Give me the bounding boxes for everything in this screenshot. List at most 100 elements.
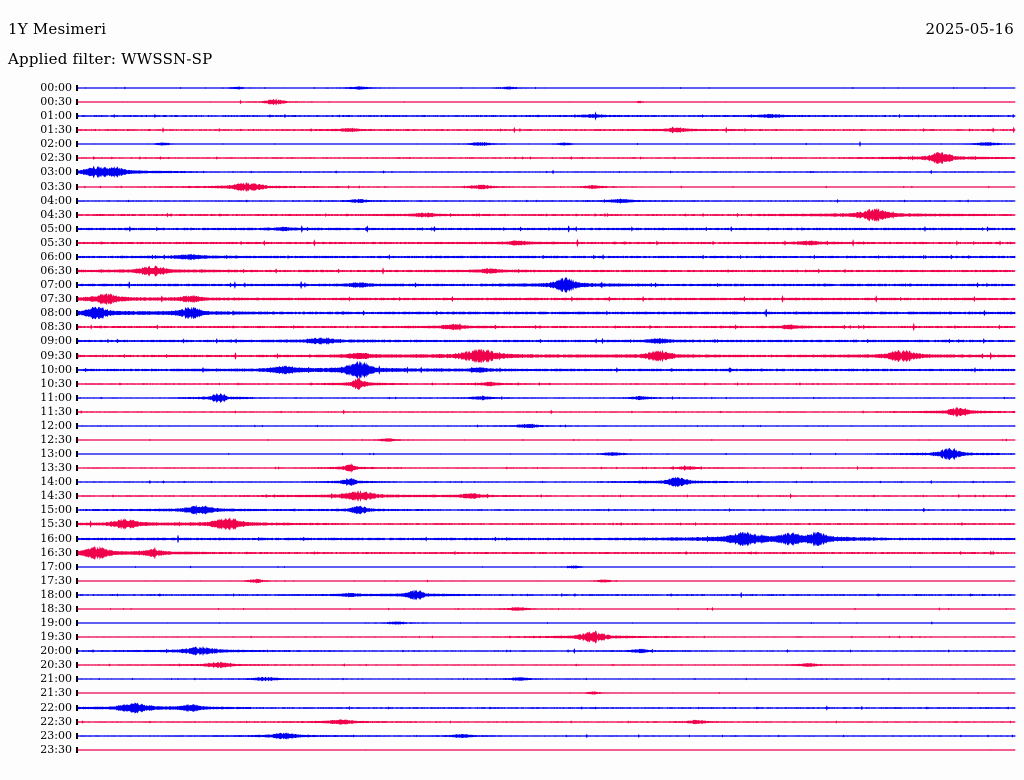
waveform-svg xyxy=(77,438,1016,442)
trace-row: 15:00 xyxy=(0,503,1024,517)
waveform-svg xyxy=(77,348,1016,363)
trace-time-label: 18:30 xyxy=(40,601,72,615)
trace-row: 01:30 xyxy=(0,123,1024,137)
trace-row: 16:30 xyxy=(0,546,1024,560)
waveform-svg xyxy=(77,530,1016,547)
waveform-svg xyxy=(77,181,1016,192)
trace-row: 08:30 xyxy=(0,320,1024,334)
waveform-svg xyxy=(77,565,1016,569)
trace-time-label: 05:30 xyxy=(40,235,72,249)
trace-time-label: 00:30 xyxy=(40,95,72,109)
trace-time-label: 10:30 xyxy=(40,376,72,390)
trace-waveform xyxy=(77,652,1016,678)
row-tick-mark xyxy=(76,225,78,232)
trace-time-label: 23:00 xyxy=(40,728,72,742)
trace-row: 21:00 xyxy=(0,672,1024,686)
trace-time-label: 19:30 xyxy=(40,630,72,644)
row-tick-mark xyxy=(76,507,78,514)
trace-row: 14:30 xyxy=(0,489,1024,503)
waveform-svg xyxy=(77,732,1016,740)
waveform-svg xyxy=(77,141,1016,148)
trace-row: 18:00 xyxy=(0,588,1024,602)
row-tick-mark xyxy=(76,662,78,669)
trace-row: 17:00 xyxy=(0,560,1024,574)
trace-time-label: 15:00 xyxy=(40,503,72,517)
trace-time-label: 03:30 xyxy=(40,179,72,193)
trace-time-label: 11:30 xyxy=(40,404,72,418)
waveform-svg xyxy=(77,265,1016,277)
trace-waveform xyxy=(77,427,1016,453)
trace-row: 13:30 xyxy=(0,461,1024,475)
trace-waveform xyxy=(77,469,1016,495)
station-title: 1Y Mesimeri xyxy=(8,20,107,38)
row-tick-mark xyxy=(76,268,78,275)
trace-row: 15:30 xyxy=(0,517,1024,532)
waveform-svg xyxy=(77,98,1016,106)
trace-waveform xyxy=(77,441,1016,467)
row-tick-mark xyxy=(76,338,78,345)
trace-time-label: 22:30 xyxy=(40,714,72,728)
row-tick-mark xyxy=(76,591,78,598)
waveform-svg xyxy=(77,377,1016,390)
row-tick-mark xyxy=(76,718,78,725)
trace-row: 19:30 xyxy=(0,630,1024,644)
trace-waveform xyxy=(77,272,1016,298)
waveform-svg xyxy=(77,207,1016,223)
waveform-svg xyxy=(77,718,1016,725)
waveform-svg xyxy=(77,277,1016,294)
row-tick-mark xyxy=(76,732,78,739)
trace-time-label: 16:00 xyxy=(40,531,72,545)
trace-row: 13:00 xyxy=(0,447,1024,461)
trace-waveform xyxy=(77,413,1016,439)
trace-row: 09:00 xyxy=(0,334,1024,348)
trace-time-label: 01:00 xyxy=(40,109,72,123)
trace-time-label: 09:30 xyxy=(40,348,72,362)
trace-row: 12:30 xyxy=(0,433,1024,447)
trace-time-label: 20:00 xyxy=(40,644,72,658)
trace-row: 05:30 xyxy=(0,236,1024,250)
waveform-svg xyxy=(77,589,1016,601)
trace-time-label: 04:00 xyxy=(40,193,72,207)
waveform-svg xyxy=(77,621,1016,625)
trace-waveform xyxy=(77,596,1016,622)
row-tick-mark xyxy=(76,127,78,134)
trace-waveform xyxy=(77,145,1016,171)
trace-waveform xyxy=(77,328,1016,354)
row-tick-mark xyxy=(76,253,78,260)
trace-row: 20:30 xyxy=(0,658,1024,672)
seismogram-plot: 00:00 00:30 01:00 01:30 02:00 02:30 03:00 03:30… xyxy=(0,78,1024,778)
trace-waveform xyxy=(77,455,1016,481)
row-tick-mark xyxy=(76,563,78,570)
waveform-svg xyxy=(77,476,1016,488)
trace-time-label: 12:00 xyxy=(40,418,72,432)
row-tick-mark xyxy=(76,99,78,106)
trace-time-label: 02:00 xyxy=(40,137,72,151)
trace-time-label: 17:30 xyxy=(40,573,72,587)
trace-time-label: 06:00 xyxy=(40,249,72,263)
trace-row: 09:30 xyxy=(0,348,1024,363)
waveform-svg xyxy=(77,463,1016,473)
row-tick-mark xyxy=(76,535,78,542)
row-tick-mark xyxy=(76,690,78,697)
trace-waveform xyxy=(77,582,1016,608)
row-tick-mark xyxy=(76,746,78,753)
waveform-svg xyxy=(77,505,1016,516)
row-tick-mark xyxy=(76,422,78,429)
record-date: 2025-05-16 xyxy=(925,20,1014,38)
trace-time-label: 23:30 xyxy=(40,742,72,756)
trace-row: 00:30 xyxy=(0,95,1024,109)
trace-row: 20:00 xyxy=(0,644,1024,658)
trace-row: 11:00 xyxy=(0,391,1024,405)
waveform-svg xyxy=(77,630,1016,644)
trace-row: 08:00 xyxy=(0,306,1024,320)
trace-row: 03:00 xyxy=(0,165,1024,179)
waveform-svg xyxy=(77,517,1016,532)
trace-row: 11:30 xyxy=(0,405,1024,419)
trace-waveform xyxy=(77,666,1016,692)
trace-row: 18:30 xyxy=(0,602,1024,616)
trace-time-label: 07:30 xyxy=(40,292,72,306)
trace-row: 02:30 xyxy=(0,151,1024,165)
trace-waveform xyxy=(77,103,1016,129)
trace-time-label: 06:30 xyxy=(40,264,72,278)
trace-row: 07:00 xyxy=(0,277,1024,294)
